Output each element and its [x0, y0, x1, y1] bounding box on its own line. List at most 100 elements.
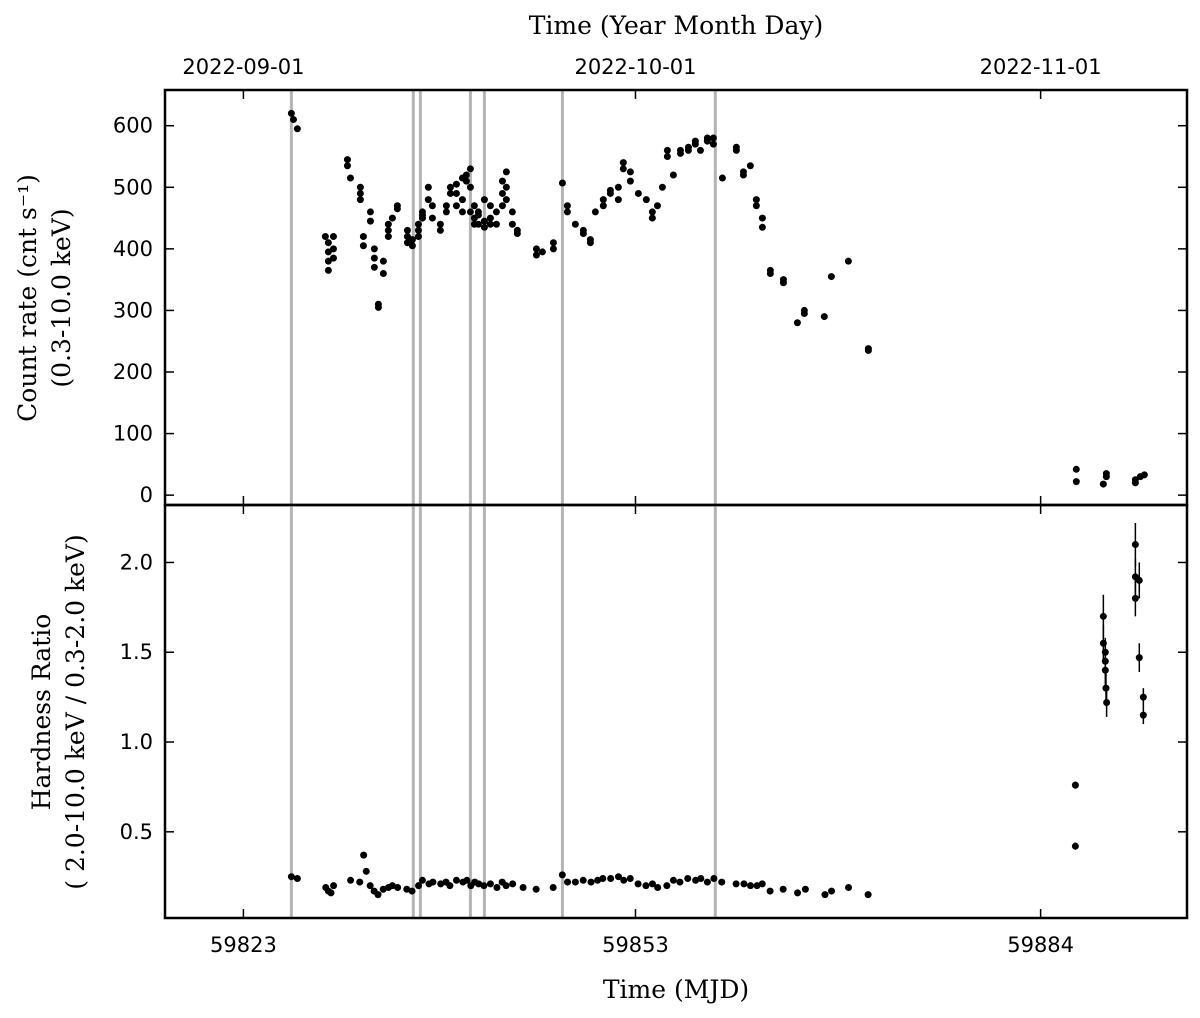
data-point: [493, 883, 501, 891]
data-point: [414, 233, 422, 241]
data-point: [384, 226, 392, 234]
data-point: [452, 189, 460, 197]
data-point: [293, 874, 301, 882]
data-point: [532, 245, 540, 253]
data-point: [408, 242, 416, 250]
data-point: [1102, 473, 1110, 481]
data-point: [599, 874, 607, 882]
data-point: [549, 239, 557, 247]
data-point: [740, 880, 748, 888]
y-tick-label: 400: [113, 237, 153, 261]
data-point: [1140, 471, 1148, 479]
data-point: [418, 214, 426, 222]
data-point: [676, 878, 684, 886]
data-point: [509, 880, 517, 888]
data-point: [356, 196, 364, 204]
data-point: [446, 882, 454, 890]
data-point: [634, 880, 642, 888]
data-point: [366, 208, 374, 216]
data-point: [532, 885, 540, 893]
data-point: [370, 254, 378, 262]
data-point: [1131, 594, 1139, 602]
data-point: [599, 196, 607, 204]
data-point: [779, 279, 787, 287]
data-point: [498, 202, 506, 210]
data-point: [452, 180, 460, 188]
data-point: [663, 146, 671, 154]
data-point: [606, 186, 614, 194]
data-point: [374, 891, 382, 899]
data-point: [486, 202, 494, 210]
data-point: [626, 177, 634, 185]
x-tick-label: 59853: [602, 933, 669, 957]
data-point: [653, 202, 661, 210]
data-point: [794, 889, 802, 897]
x-tick-label: 59823: [210, 933, 277, 957]
y-tick-label: 0.5: [120, 820, 153, 844]
data-point: [329, 233, 337, 241]
data-point: [1135, 576, 1143, 584]
data-point: [758, 223, 766, 231]
data-point: [370, 263, 378, 271]
data-point: [452, 202, 460, 210]
data-point: [758, 880, 766, 888]
data-point: [626, 168, 634, 176]
data-point: [498, 177, 506, 185]
data-point: [502, 168, 510, 176]
y-axis-title: Hardness Ratio: [27, 614, 56, 811]
data-point: [329, 245, 337, 253]
data-point: [746, 882, 754, 890]
data-point: [462, 177, 470, 185]
data-point: [428, 202, 436, 210]
data-point: [710, 874, 718, 882]
data-point: [564, 878, 572, 886]
data-point: [1072, 465, 1080, 473]
data-point: [1072, 478, 1080, 486]
data-point: [1131, 479, 1139, 487]
data-point: [508, 220, 516, 228]
data-point: [414, 226, 422, 234]
data-point: [614, 196, 622, 204]
data-point: [356, 878, 364, 886]
data-point: [418, 876, 426, 884]
data-point: [828, 887, 836, 895]
data-point: [436, 226, 444, 234]
data-point: [324, 239, 332, 247]
data-point: [654, 883, 662, 891]
data-point: [428, 214, 436, 222]
data-point: [414, 220, 422, 228]
y-tick-label: 2.0: [120, 550, 153, 574]
data-point: [466, 183, 474, 191]
data-point: [343, 162, 351, 170]
data-point: [366, 882, 374, 890]
data-point: [470, 202, 478, 210]
data-point: [648, 208, 656, 216]
data-point: [586, 239, 594, 247]
data-point: [424, 196, 432, 204]
data-point: [614, 183, 622, 191]
data-point: [587, 878, 595, 886]
data-point: [752, 196, 760, 204]
data-point: [746, 162, 754, 170]
data-point: [359, 233, 367, 241]
data-point: [502, 196, 510, 204]
x-tick-label: 59884: [1007, 933, 1074, 957]
data-point: [462, 171, 470, 179]
data-point: [446, 189, 454, 197]
data-point: [418, 208, 426, 216]
data-point: [321, 233, 329, 241]
data-point: [684, 874, 692, 882]
data-point: [793, 319, 801, 327]
data-point: [571, 220, 579, 228]
data-point: [408, 887, 416, 895]
data-point: [821, 891, 829, 899]
data-point: [619, 165, 627, 173]
data-point: [663, 882, 671, 890]
data-point: [324, 266, 332, 274]
data-point: [563, 202, 571, 210]
data-point: [508, 208, 516, 216]
data-point: [394, 883, 402, 891]
data-point: [458, 196, 466, 204]
data-point: [486, 880, 494, 888]
data-point: [642, 882, 650, 890]
